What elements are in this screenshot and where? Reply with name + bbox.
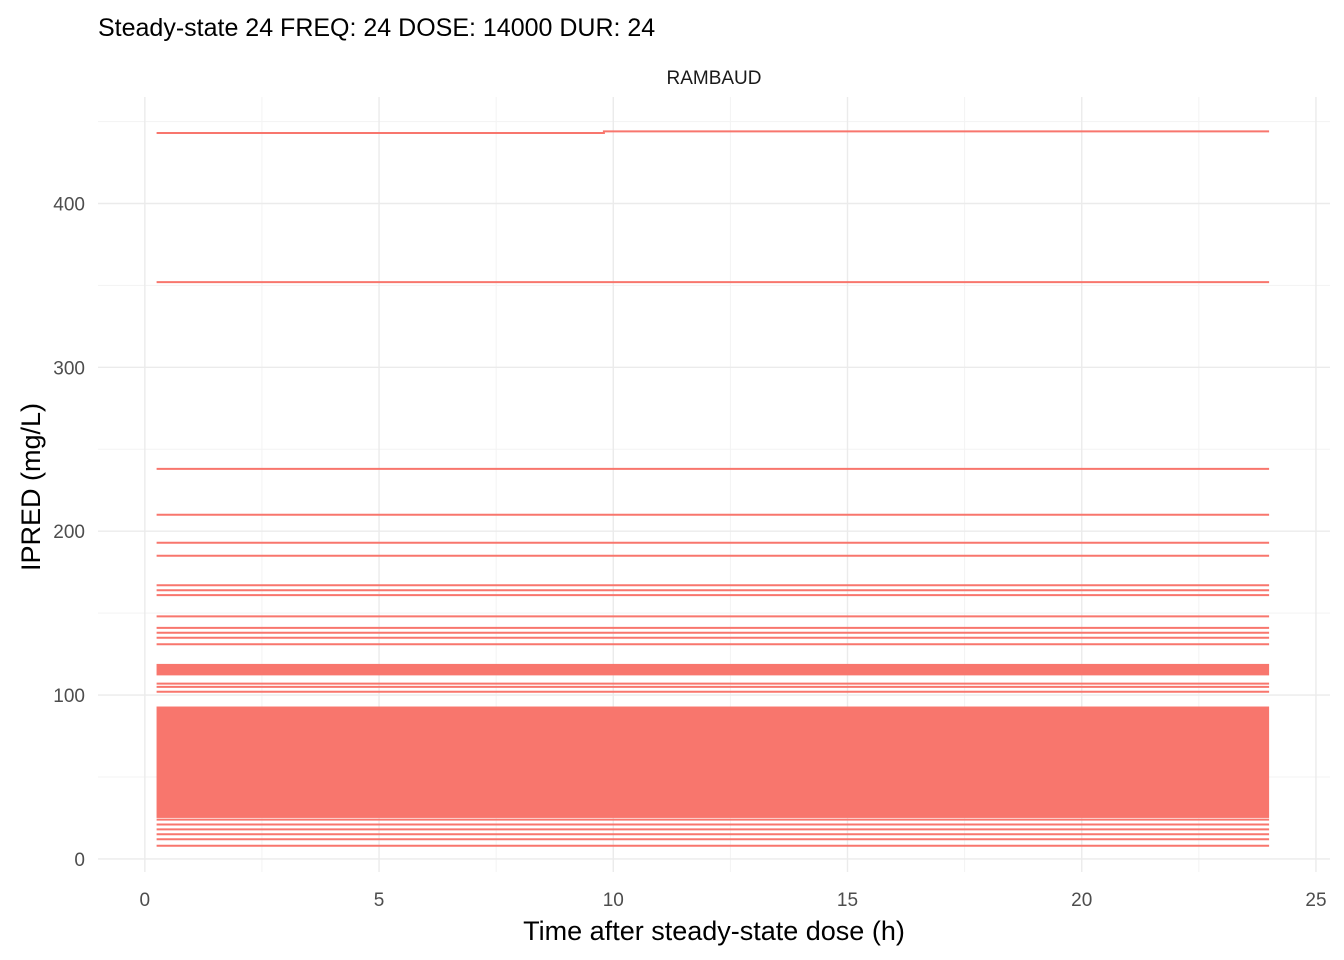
y-tick-label-2: 200 — [53, 522, 85, 543]
y-tick-label-4: 400 — [53, 195, 85, 216]
dense-line-band-1 — [156, 706, 1270, 818]
x-tick-label-1: 5 — [374, 890, 385, 911]
y-axis-title: IPRED (mg/L) — [16, 403, 46, 571]
x-tick-label-2: 10 — [603, 890, 624, 911]
y-tick-label-0: 0 — [74, 850, 85, 871]
x-tick-label-0: 0 — [140, 890, 151, 911]
y-tick-label-1: 100 — [53, 686, 85, 707]
x-axis-title: Time after steady-state dose (h) — [523, 916, 905, 946]
y-tick-label-3: 300 — [53, 358, 85, 379]
series-line-0 — [156, 130, 1270, 134]
facet-strip-label: RAMBAUD — [666, 68, 761, 89]
chart-title: Steady-state 24 FREQ: 24 DOSE: 14000 DUR… — [98, 14, 655, 42]
x-tick-label-4: 20 — [1071, 890, 1092, 911]
x-tick-label-3: 15 — [837, 890, 858, 911]
dense-line-band-0 — [156, 663, 1270, 676]
x-tick-label-5: 25 — [1305, 890, 1326, 911]
x-axis-ticks: 0 5 10 15 20 25 — [140, 890, 1327, 911]
y-axis-ticks: 0 100 200 300 400 — [53, 195, 85, 871]
data-lines — [156, 130, 1270, 847]
